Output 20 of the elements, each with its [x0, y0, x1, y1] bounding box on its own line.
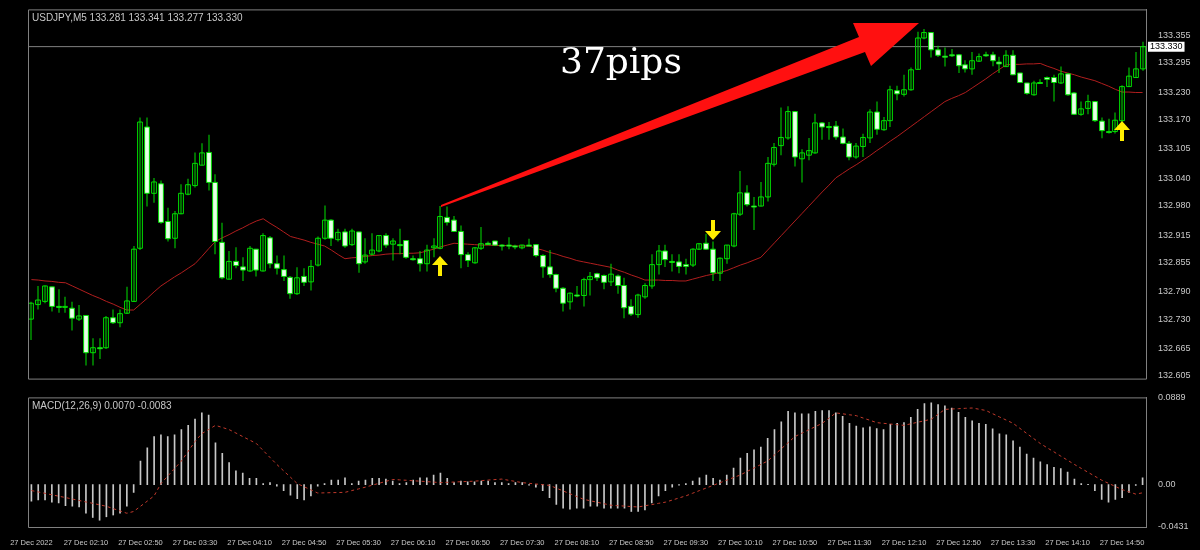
- y-tick-label: 132.605: [1158, 370, 1191, 381]
- y-tick-label: 132.980: [1158, 200, 1191, 211]
- y-tick-label: 133.355: [1158, 29, 1191, 40]
- ref-line-label: 133.330: [1150, 41, 1183, 52]
- y-tick-label: 133.295: [1158, 57, 1191, 68]
- chart-title: USDJPY,M5 133.281 133.341 133.277 133.330: [32, 12, 243, 24]
- y-tick-label: 132.790: [1158, 286, 1191, 297]
- y-tick-label: 132.915: [1158, 229, 1191, 240]
- y-tick-label: -0.0431: [1158, 521, 1189, 532]
- y-tick-label: 133.105: [1158, 143, 1191, 154]
- y-tick-label: 133.040: [1158, 172, 1191, 183]
- chart-title: MACD(12,26,9) 0.0070 -0.0083: [32, 400, 172, 412]
- annotation: 37pips: [560, 40, 682, 81]
- y-tick-label: 0.00: [1158, 479, 1176, 490]
- y-tick-label: 133.230: [1158, 86, 1191, 97]
- y-tick-label: 132.730: [1158, 313, 1191, 324]
- y-tick-label: 0.0889: [1158, 391, 1186, 402]
- y-tick-label: 132.665: [1158, 343, 1191, 354]
- y-tick-label: 133.170: [1158, 113, 1191, 124]
- y-tick-label: 132.855: [1158, 256, 1191, 267]
